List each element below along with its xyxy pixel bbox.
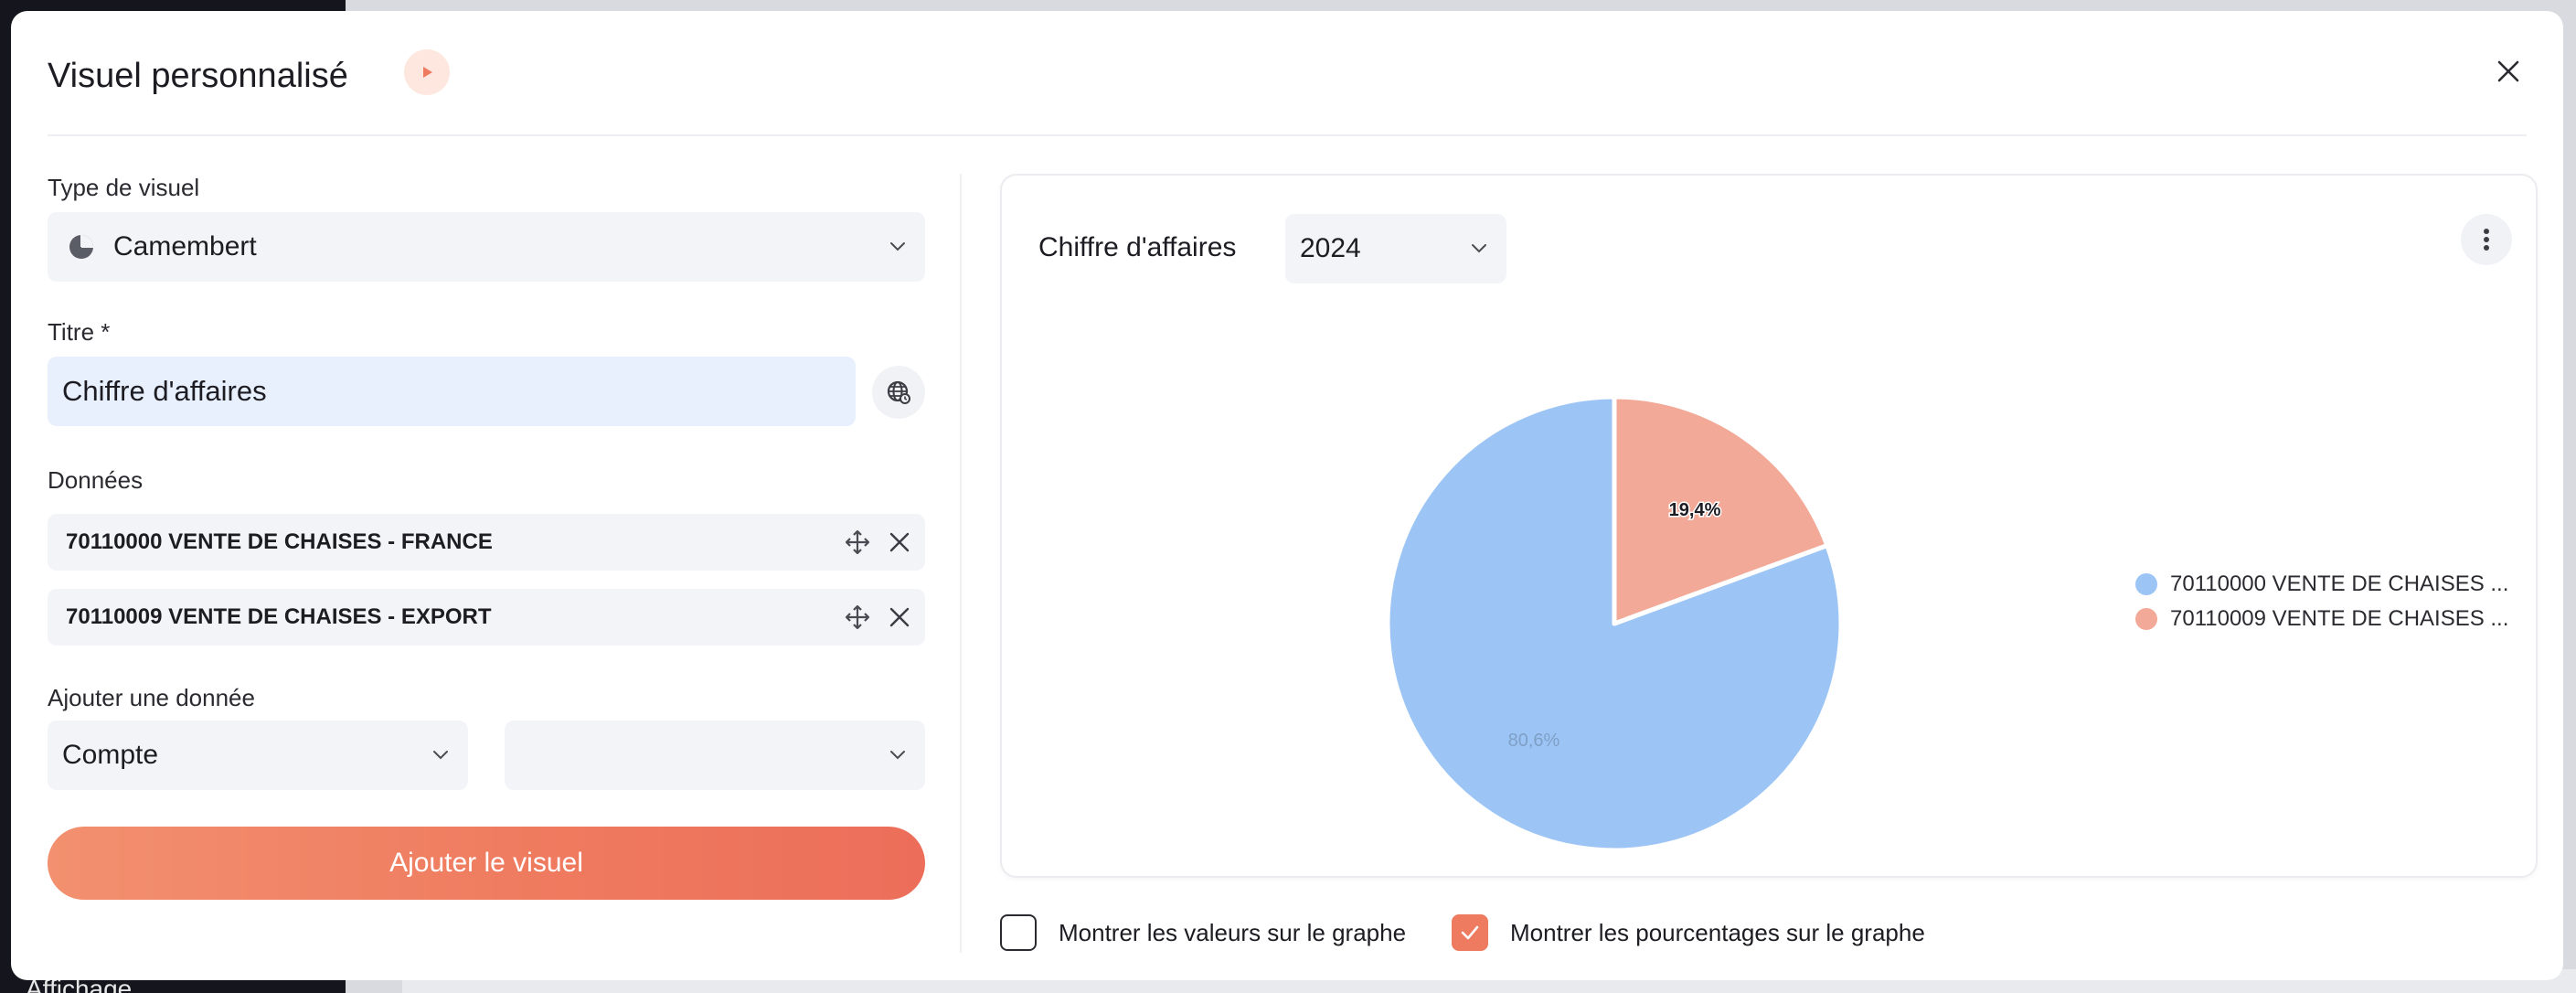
legend-label: 70110000 VENTE DE CHAISES ... <box>2170 571 2509 596</box>
chevron-down-icon <box>1472 244 1486 253</box>
chevron-down-icon <box>890 751 905 760</box>
visual-type-label: Type de visuel <box>48 174 200 201</box>
show-percent-label: Montrer les pourcentages sur le graphe <box>1510 918 1925 946</box>
pie-chart-icon <box>69 235 93 259</box>
data-item-label: 70110009 VENTE DE CHAISES - EXPORT <box>66 604 492 629</box>
close-icon <box>2497 60 2519 82</box>
pie-slice-label: 80,6% <box>1508 731 1560 751</box>
remove-icon[interactable] <box>889 606 910 628</box>
chart-options-button[interactable] <box>2461 214 2512 265</box>
globe-icon <box>887 380 910 404</box>
data-label: Données <box>48 466 144 494</box>
modal-title: Visuel personnalisé <box>48 57 348 95</box>
chart-legend: 70110000 VENTE DE CHAISES ... 70110009 V… <box>2135 567 2508 636</box>
show-percent-option[interactable]: Montrer les pourcentages sur le graphe <box>1452 914 1925 951</box>
panel-divider <box>960 174 962 953</box>
legend-label: 70110009 VENTE DE CHAISES ... <box>2170 606 2509 631</box>
move-icon[interactable] <box>845 529 870 555</box>
legend-item[interactable]: 70110009 VENTE DE CHAISES ... <box>2135 602 2508 636</box>
title-input[interactable] <box>48 357 856 426</box>
data-item: 70110000 VENTE DE CHAISES - FRANCE <box>48 514 925 571</box>
data-item-select[interactable] <box>505 721 925 790</box>
pie-slice-label: 19,4% <box>1669 500 1721 520</box>
chart-preview-card: Chiffre d'affaires 2024 80,6% 19,4% 70110… <box>1000 174 2538 878</box>
data-source-select[interactable]: Compte <box>48 721 468 790</box>
visual-type-select[interactable]: Camembert <box>48 212 925 282</box>
legend-dot <box>2135 608 2157 630</box>
legend-item[interactable]: 70110000 VENTE DE CHAISES ... <box>2135 567 2508 602</box>
show-values-checkbox[interactable] <box>1000 914 1037 951</box>
chevron-down-icon <box>890 242 905 251</box>
visual-type-value: Camembert <box>113 231 257 262</box>
kebab-menu-icon <box>2484 229 2489 251</box>
remove-icon[interactable] <box>889 531 910 553</box>
show-values-label: Montrer les valeurs sur le graphe <box>1059 918 1407 946</box>
legend-dot <box>2135 573 2157 595</box>
add-data-label: Ajouter une donnée <box>48 684 255 711</box>
show-values-option[interactable]: Montrer les valeurs sur le graphe <box>1000 914 1406 951</box>
translate-title-button[interactable] <box>872 366 925 419</box>
play-tutorial-button[interactable] <box>404 49 450 95</box>
add-visual-button[interactable]: Ajouter le visuel <box>48 827 925 900</box>
data-source-value: Compte <box>62 740 159 770</box>
pie-chart: 80,6% 19,4% <box>1385 394 1844 853</box>
close-modal-button[interactable] <box>2490 53 2527 90</box>
data-item-label: 70110000 VENTE DE CHAISES - FRANCE <box>66 529 493 554</box>
chart-title: Chiffre d'affaires <box>1038 232 1237 262</box>
checkmark-icon <box>1461 925 1479 940</box>
header-divider <box>48 134 2527 136</box>
play-icon <box>423 67 432 78</box>
show-percent-checkbox[interactable] <box>1452 914 1488 951</box>
chevron-down-icon <box>433 751 448 760</box>
data-item: 70110009 VENTE DE CHAISES - EXPORT <box>48 589 925 646</box>
year-value: 2024 <box>1300 233 1361 263</box>
move-icon[interactable] <box>845 604 870 630</box>
title-label: Titre * <box>48 318 111 346</box>
year-select[interactable]: 2024 <box>1285 214 1506 283</box>
pie-slice[interactable] <box>1612 394 1830 626</box>
custom-visual-modal: Visuel personnalisé Type de visuel Camem… <box>11 11 2563 980</box>
